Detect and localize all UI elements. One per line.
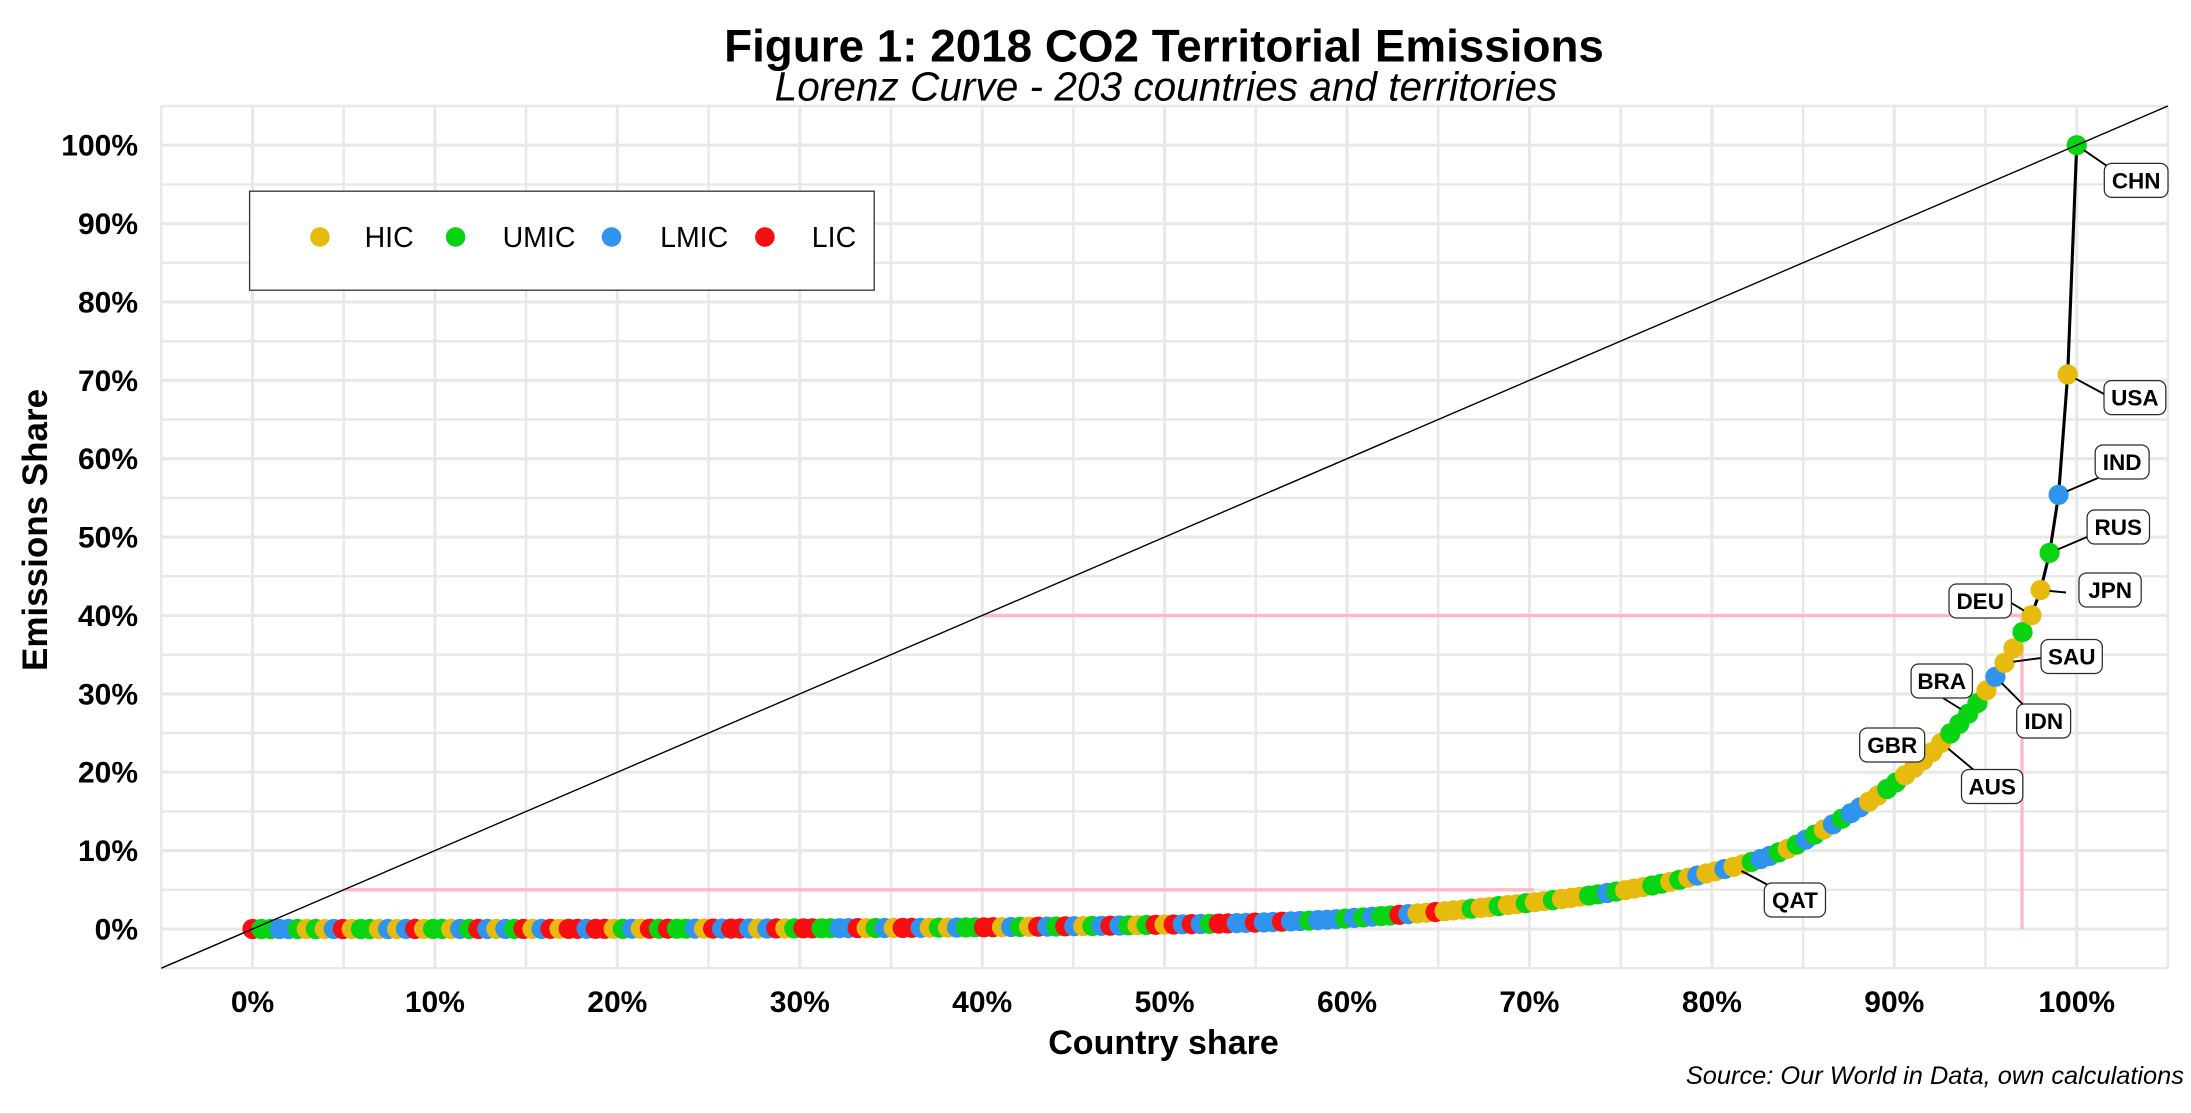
svg-text:IND: IND bbox=[2103, 450, 2142, 475]
svg-text:SAU: SAU bbox=[2048, 645, 2096, 670]
svg-text:60%: 60% bbox=[78, 443, 138, 476]
svg-text:Source: Our World in Data, own: Source: Our World in Data, own calculati… bbox=[1686, 1062, 2184, 1090]
svg-text:60%: 60% bbox=[1317, 986, 1377, 1019]
svg-text:AUS: AUS bbox=[1968, 775, 2016, 800]
svg-text:UMIC: UMIC bbox=[503, 222, 576, 254]
svg-text:20%: 20% bbox=[587, 986, 647, 1019]
svg-text:IDN: IDN bbox=[2024, 709, 2063, 734]
svg-text:30%: 30% bbox=[78, 678, 138, 711]
svg-text:30%: 30% bbox=[770, 986, 830, 1019]
svg-text:HIC: HIC bbox=[365, 222, 414, 254]
svg-text:10%: 10% bbox=[78, 835, 138, 868]
svg-text:40%: 40% bbox=[78, 600, 138, 633]
svg-text:10%: 10% bbox=[405, 986, 465, 1019]
svg-text:80%: 80% bbox=[78, 287, 138, 320]
svg-text:90%: 90% bbox=[78, 208, 138, 241]
svg-text:QAT: QAT bbox=[1772, 888, 1818, 913]
svg-text:20%: 20% bbox=[78, 757, 138, 790]
svg-text:Lorenz Curve - 203 countries a: Lorenz Curve - 203 countries and territo… bbox=[775, 64, 1558, 110]
svg-text:100%: 100% bbox=[61, 130, 138, 163]
svg-text:BRA: BRA bbox=[1917, 669, 1966, 694]
svg-text:70%: 70% bbox=[1499, 986, 1559, 1019]
svg-text:GBR: GBR bbox=[1867, 733, 1917, 758]
svg-text:LIC: LIC bbox=[812, 222, 856, 254]
svg-text:100%: 100% bbox=[2038, 986, 2115, 1019]
svg-text:JPN: JPN bbox=[2088, 578, 2132, 603]
svg-text:LMIC: LMIC bbox=[660, 222, 728, 254]
svg-text:90%: 90% bbox=[1864, 986, 1924, 1019]
svg-text:DEU: DEU bbox=[1956, 589, 2004, 614]
svg-text:0%: 0% bbox=[231, 986, 274, 1019]
svg-text:50%: 50% bbox=[78, 522, 138, 555]
svg-text:50%: 50% bbox=[1135, 986, 1195, 1019]
svg-text:70%: 70% bbox=[78, 365, 138, 398]
svg-text:RUS: RUS bbox=[2095, 515, 2143, 540]
svg-text:Emissions Share: Emissions Share bbox=[16, 389, 55, 671]
svg-text:USA: USA bbox=[2111, 386, 2159, 411]
svg-text:0%: 0% bbox=[95, 914, 138, 947]
svg-text:40%: 40% bbox=[952, 986, 1012, 1019]
svg-text:Country share: Country share bbox=[1048, 1024, 1279, 1062]
svg-text:CHN: CHN bbox=[2112, 168, 2161, 193]
svg-text:80%: 80% bbox=[1682, 986, 1742, 1019]
